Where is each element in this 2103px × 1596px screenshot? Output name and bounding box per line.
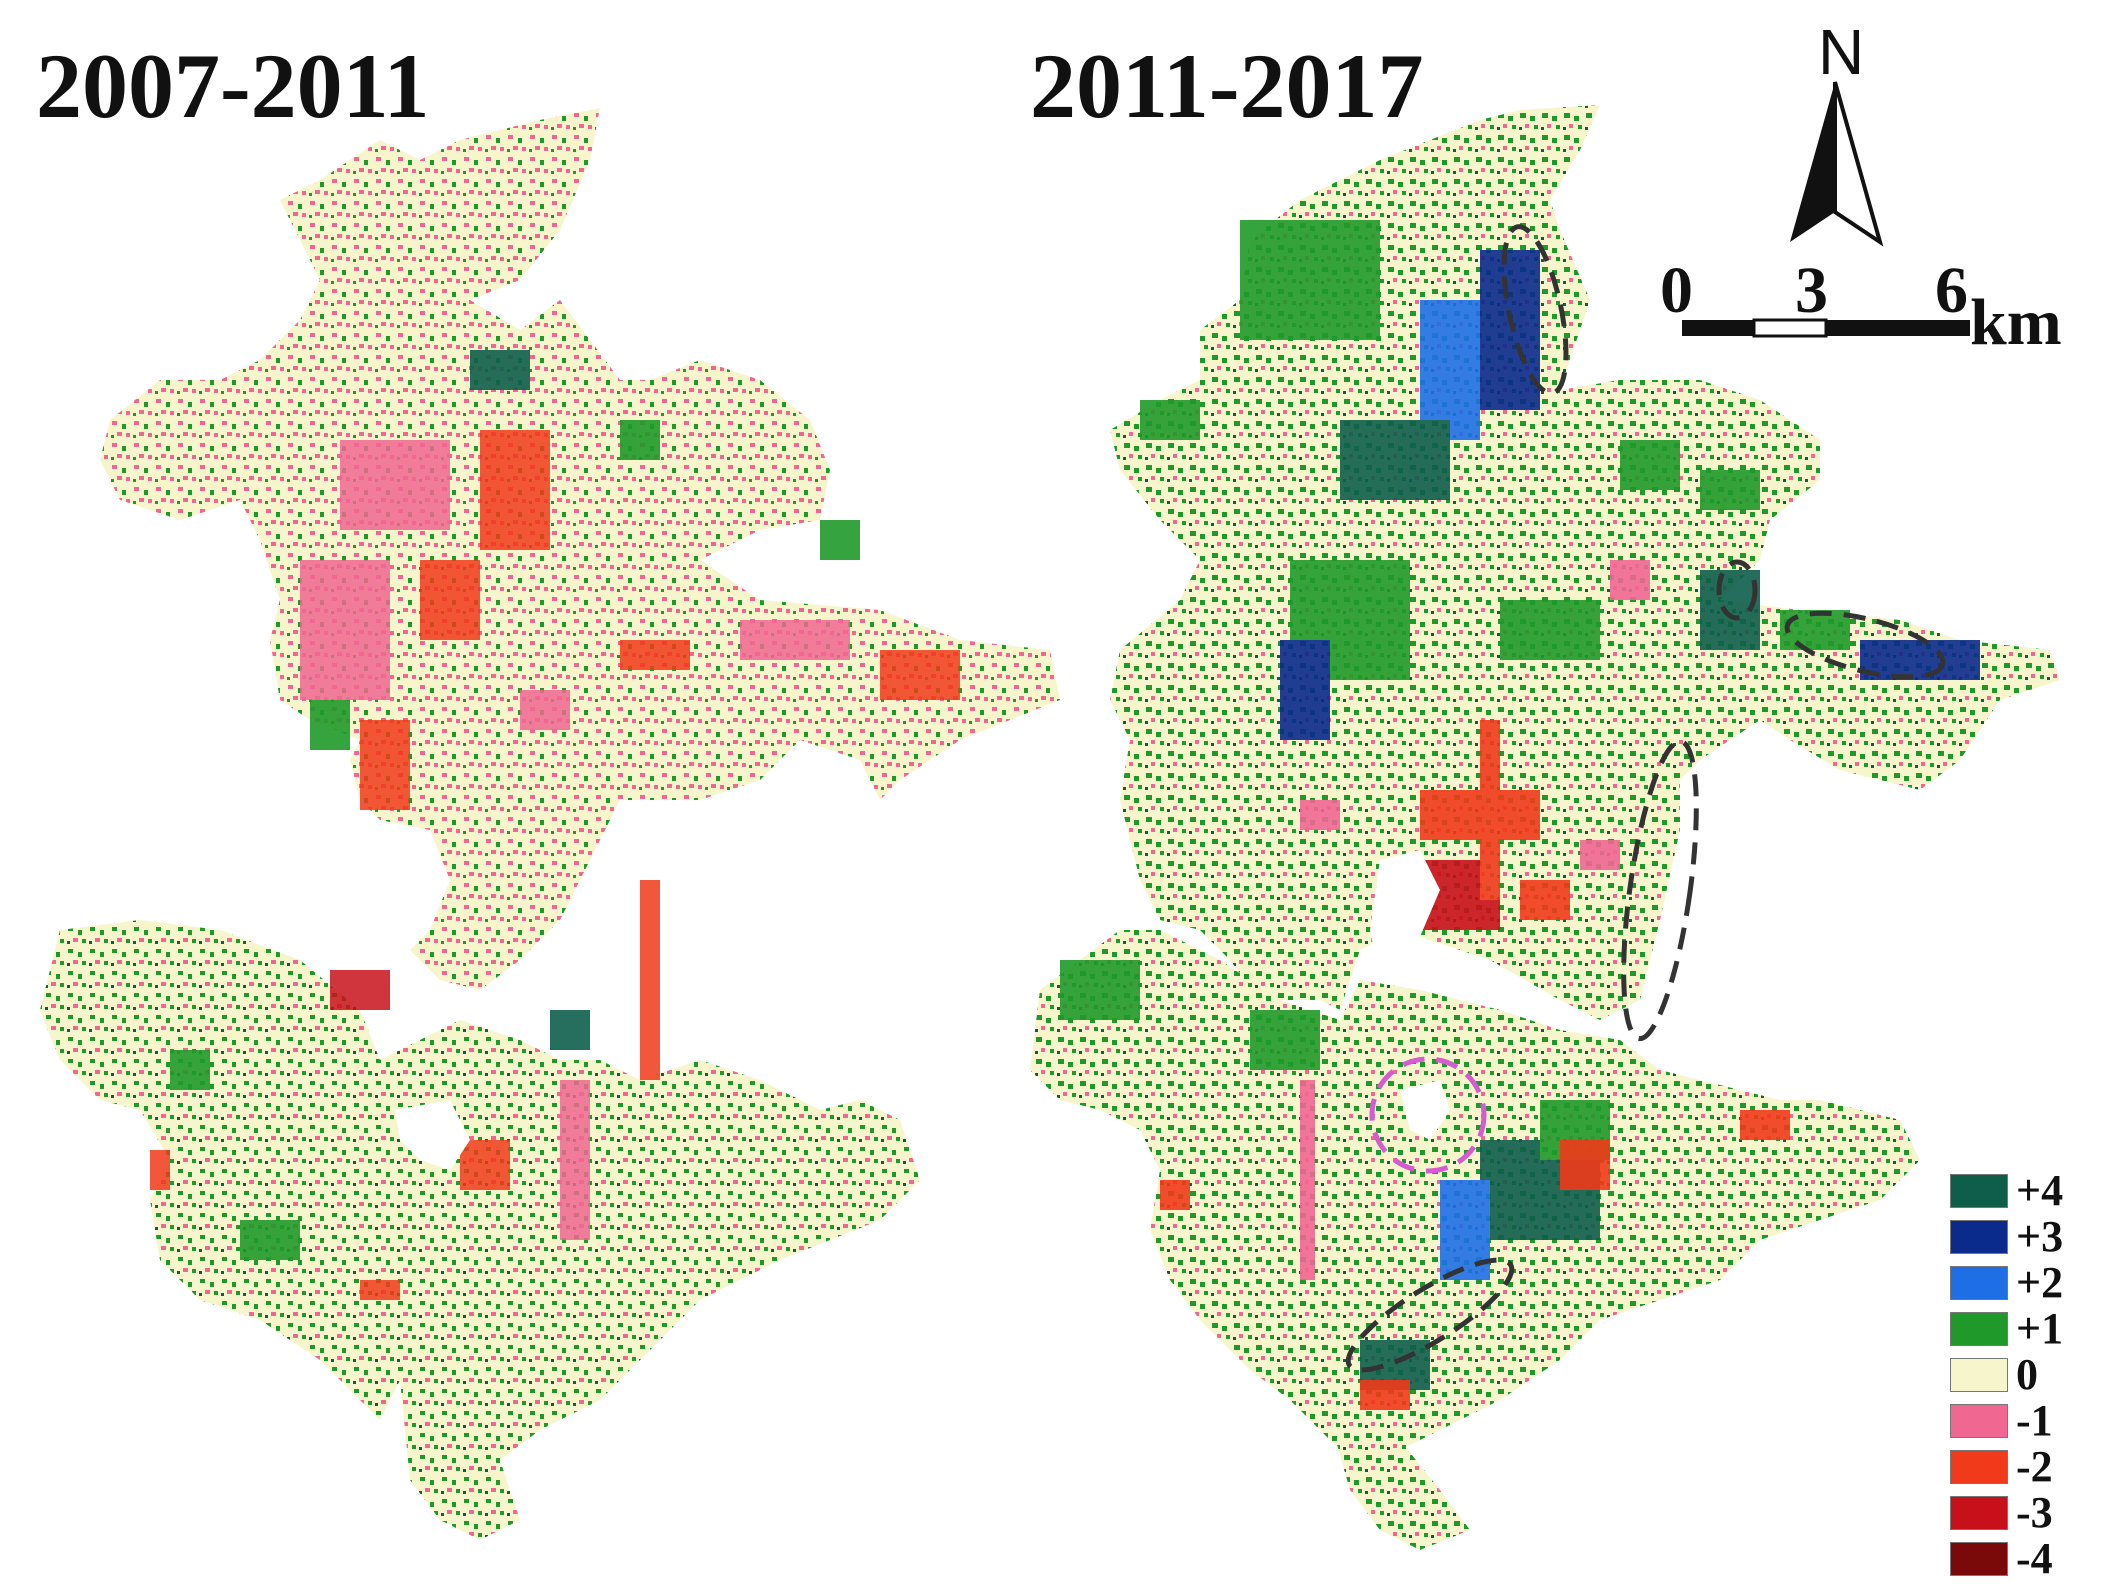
- southern-tip-left: [400, 1380, 520, 1540]
- legend-swatch: [1950, 1496, 2008, 1530]
- legend-item: +4: [1950, 1168, 2063, 1214]
- scale-tick-0: 0: [1660, 254, 1693, 327]
- legend-item: -2: [1950, 1444, 2063, 1490]
- legend-label: +4: [2016, 1166, 2064, 1215]
- panel-title-2011-2017: 2011-2017: [1030, 35, 1424, 137]
- legend-item: +1: [1950, 1306, 2063, 1352]
- legend-swatch: [1950, 1404, 2008, 1438]
- legend-label: 0: [2016, 1350, 2038, 1399]
- legend-swatch: [1950, 1542, 2008, 1576]
- north-label: N: [1818, 16, 1865, 88]
- highlight-circle-magenta: [1369, 1056, 1487, 1174]
- legend-item: 0: [1950, 1352, 2063, 1398]
- legend-item: +3: [1950, 1214, 2063, 1260]
- highlight-ellipse-east-small: [1716, 559, 1758, 621]
- legend-swatch: [1950, 1266, 2008, 1300]
- legend: +4 +3 +2 +1 0 -1 -2 -3 -4: [1950, 1168, 2063, 1582]
- island-gap-right: [1400, 1080, 1450, 1140]
- legend-label: -3: [2016, 1488, 2053, 1537]
- lake-right: [1370, 850, 1440, 980]
- legend-label: +2: [2016, 1258, 2064, 1307]
- map-2007-2011: [40, 108, 1060, 1540]
- region-outline-left: [100, 108, 1060, 990]
- southern-tip-right: [1330, 1420, 1470, 1550]
- lake-left: [370, 820, 450, 960]
- legend-swatch: [1950, 1450, 2008, 1484]
- scale-tick-6: 6: [1935, 254, 1968, 327]
- growth-patches-left: [170, 350, 860, 1260]
- legend-label: -2: [2016, 1442, 2053, 1491]
- legend-item: -4: [1950, 1536, 2063, 1582]
- legend-item: -3: [1950, 1490, 2063, 1536]
- legend-label: +1: [2016, 1304, 2064, 1353]
- scale-tick-3: 3: [1795, 254, 1828, 327]
- panel-title-2007-2011: 2007-2011: [36, 35, 430, 137]
- map-2011-2017: [1030, 105, 2060, 1550]
- highlight-ellipse-north: [1501, 224, 1569, 396]
- change-patches-left: [150, 430, 960, 1300]
- legend-label: -1: [2016, 1396, 2053, 1445]
- legend-swatch: [1950, 1174, 2008, 1208]
- highlight-ellipse-south: [1345, 1257, 1515, 1373]
- legend-swatch: [1950, 1220, 2008, 1254]
- north-arrow-icon: [1790, 81, 1884, 247]
- legend-label: -4: [2016, 1534, 2053, 1583]
- legend-swatch: [1950, 1358, 2008, 1392]
- legend-label: +3: [2016, 1212, 2064, 1261]
- scale-bar: [1682, 318, 1970, 338]
- scale-unit: km: [1970, 286, 2062, 359]
- legend-swatch: [1950, 1312, 2008, 1346]
- highlight-ellipse-east: [1784, 610, 1946, 680]
- highlight-ellipse-central: [1621, 738, 1699, 1042]
- legend-item: -1: [1950, 1398, 2063, 1444]
- highlight-ellipses: [1345, 224, 1946, 1373]
- growth-patches-right: [1060, 220, 1980, 1390]
- island-gap-left: [395, 1100, 470, 1170]
- legend-item: +2: [1950, 1260, 2063, 1306]
